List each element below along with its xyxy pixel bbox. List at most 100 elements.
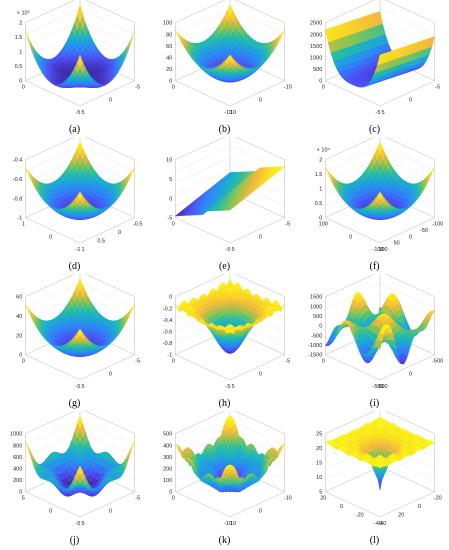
subplot-caption: (b) [218, 124, 231, 135]
tick-label: 2 [19, 21, 22, 27]
tick-label: 5 [381, 110, 384, 116]
tick-label: -5 [376, 110, 381, 116]
tick-label: 20 [16, 333, 22, 339]
tick-label: 60 [16, 295, 22, 301]
tick-label: -0.4 [13, 158, 22, 164]
surface-patch [27, 36, 34, 51]
surface-mesh [25, 415, 135, 497]
tick-label: -5 [285, 222, 290, 228]
tick-label: 5 [169, 177, 172, 183]
tick-label: 0 [169, 79, 172, 85]
exponent-label: × 10⁴ [317, 147, 331, 154]
tick-label: -0.2 [163, 306, 172, 312]
tick-label: 0 [169, 295, 172, 301]
tick-label: -5 [76, 384, 81, 390]
axes-edge [25, 80, 135, 107]
tick-label: 40 [166, 56, 172, 62]
tick-label: -50 [420, 228, 428, 234]
subplot-i: -1500 -1000 -500 0 500 1000 1500 0 -500 500 0 -500(… [300, 274, 449, 411]
tick-label: 0 [118, 230, 121, 236]
tick-label: -500 [432, 359, 443, 365]
surface-mesh [175, 4, 285, 83]
tick-label: -0.5 [133, 222, 142, 228]
tick-label: -1000 [308, 343, 322, 349]
tick-label: -0.8 [13, 196, 22, 202]
tick-label: -5 [226, 384, 231, 390]
tick-label: -5 [135, 85, 140, 91]
tick-label: -1 [17, 216, 22, 222]
tick-label: 0 [319, 216, 322, 222]
surface-patch [279, 29, 285, 40]
tick-label: -500 [372, 384, 383, 390]
surface-patch [175, 29, 181, 40]
surface-plot: 00.511.520-5 50-5× 10⁵ [15, 0, 140, 116]
subplot-caption: (a) [68, 124, 81, 135]
tick-label: -5 [135, 359, 140, 365]
tick-label: 0 [259, 97, 262, 103]
surface-patch [129, 166, 135, 178]
tick-label: 5 [231, 247, 234, 253]
tick-label: 0 [172, 359, 175, 365]
tick-label: 0 [349, 234, 352, 240]
grid-line [175, 169, 285, 195]
subplot-g: 0 20 40 60 0 -5 5 0 -5 (g) [0, 274, 149, 411]
tick-label: 1 [19, 50, 22, 56]
surface-mesh [25, 278, 135, 357]
subplot-f: 0 0.5 1 1.5 2 100 0 -100 100 50 0 -50 -100 × 10⁴ (f) [300, 137, 449, 274]
surface-mesh [325, 141, 435, 220]
subplot-caption: (d) [68, 261, 81, 272]
tick-label: 0 [19, 79, 22, 85]
tick-label: 60 [166, 44, 172, 50]
tick-label: 2000 [310, 32, 322, 38]
tick-label: 0 [319, 79, 322, 85]
axes-edge [175, 354, 285, 381]
subplot-caption: (c) [368, 124, 381, 135]
tick-label: 1000 [310, 56, 322, 62]
tick-label: 20 [166, 67, 172, 73]
tick-label: -0.8 [163, 341, 172, 347]
tick-label: -10 [224, 110, 232, 116]
subplot-b: 0 20 40 60 80 100 0 -10 10 0 -10 (b) [150, 0, 299, 137]
tick-label: 100 [163, 21, 172, 27]
tick-label: 10 [230, 110, 236, 116]
tick-label: 80 [166, 32, 172, 38]
tick-label: 1500 [310, 44, 322, 50]
subplot-c: 0 500 1000 1500 2000 2500 0 -5 5 0 -5 (c) [300, 0, 449, 137]
tick-label: -1 [167, 353, 172, 359]
tick-label: 0 [319, 324, 322, 330]
axes-edge [175, 217, 285, 244]
tick-label: 0 [172, 222, 175, 228]
grid-line [175, 145, 285, 172]
tick-label: 100 [319, 222, 328, 228]
tick-label: 5 [81, 384, 84, 390]
tick-label: 0 [109, 97, 112, 103]
tick-label: 50 [394, 241, 400, 247]
tick-label: 0 [409, 97, 412, 103]
surface-patch [325, 166, 331, 178]
axes-edge [175, 80, 285, 107]
tick-label: 1500 [310, 295, 322, 301]
surface-patch [377, 53, 383, 66]
axes-edge [25, 354, 135, 381]
exponent-label: × 10⁵ [17, 10, 30, 17]
tick-label: -100 [432, 222, 443, 228]
tick-label: 0 [169, 196, 172, 202]
tick-label: 2 [319, 158, 322, 164]
tick-label: 500 [313, 67, 322, 73]
subplot-e: -5 0 5 10 0 -5 5 0 -5 (e) [150, 137, 299, 274]
tick-label: 10 [166, 158, 172, 164]
surface-plot: -1-0.8-0.6-0.410-1 10.50-0.5 [13, 137, 142, 253]
surface-mesh [25, 141, 135, 220]
tick-label: 1 [22, 222, 25, 228]
axes-edge [25, 217, 135, 244]
axes-edge [325, 80, 435, 107]
surface-patch [378, 340, 382, 350]
tick-label: 1.5 [15, 35, 23, 41]
subplot-j: 0 200 400 600 800 1000 5 0 -5 5 0 -5 (j) [0, 411, 149, 548]
subplot-h: -1 -0.8 -0.6 -0.4 -0.2 0 0 -5 5 0 -5 (h) [150, 274, 299, 411]
tick-label: -1 [76, 247, 81, 253]
